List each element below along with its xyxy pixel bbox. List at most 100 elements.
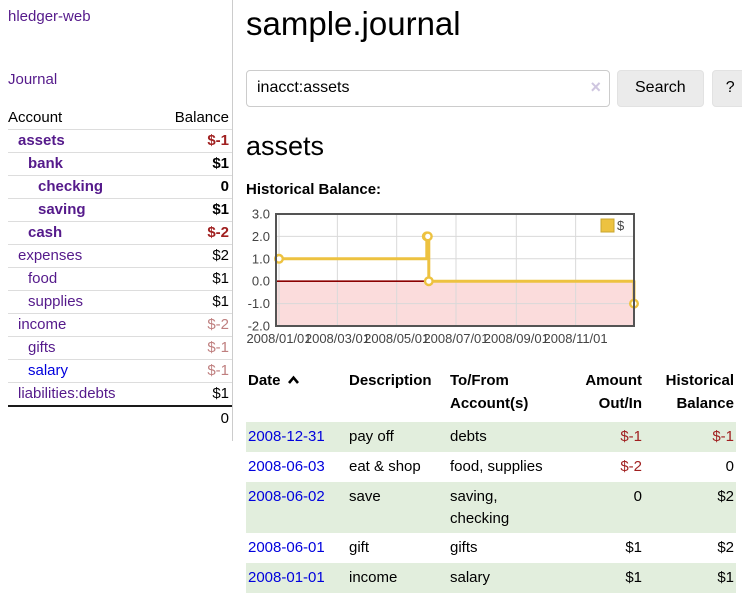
account-row: bank $1: [8, 152, 232, 176]
svg-text:-1.0: -1.0: [248, 296, 270, 311]
sidebar-account-link[interactable]: cash: [28, 224, 63, 241]
sidebar-account-balance: $2: [212, 247, 229, 264]
accounts-total-row: 0: [8, 405, 232, 429]
transaction-accounts: debts: [450, 428, 487, 446]
brand: hledger-web: [8, 8, 232, 25]
transaction-balance: $2: [717, 487, 734, 505]
account-row: assets $-1: [8, 129, 232, 153]
transaction-description: eat & shop: [349, 458, 421, 476]
svg-text:2008/11/01: 2008/11/01: [544, 331, 608, 346]
svg-text:2008/07/01: 2008/07/01: [423, 331, 488, 346]
search-button[interactable]: Search: [617, 69, 704, 107]
transaction-row: 2008-01-01 income salary $1 $1: [246, 563, 736, 593]
transaction-date-link[interactable]: 2008-06-02: [248, 487, 325, 505]
transaction-amount: $-2: [620, 458, 642, 476]
register-header-balance: Historical Balance: [665, 371, 734, 413]
register-header-description: Description: [349, 371, 432, 389]
svg-text:1.0: 1.0: [252, 251, 270, 266]
account-row: saving $1: [8, 198, 232, 222]
sidebar-account-balance: $1: [212, 270, 229, 287]
sidebar-account-balance: $1: [212, 385, 229, 402]
sidebar-item-journal[interactable]: Journal: [8, 71, 58, 88]
sidebar-account-link[interactable]: liabilities:debts: [18, 385, 116, 402]
sidebar-account-balance: $-1: [207, 362, 229, 379]
transaction-date-link[interactable]: 2008-06-01: [248, 539, 325, 557]
register-header-row: Date Description To/From Account(s) Amou…: [246, 367, 736, 423]
account-row: income $-2: [8, 313, 232, 337]
svg-text:2.0: 2.0: [252, 229, 270, 244]
clear-search-icon[interactable]: ×: [590, 76, 601, 97]
transaction-balance: 0: [725, 458, 734, 476]
svg-text:-2.0: -2.0: [248, 318, 270, 333]
sidebar-account-link[interactable]: salary: [28, 362, 69, 379]
sidebar-account-balance: $1: [212, 293, 229, 310]
transaction-balance: $1: [717, 569, 734, 587]
sidebar-account-balance: $-1: [207, 339, 229, 356]
account-row: expenses $2: [8, 244, 232, 268]
account-row: cash $-2: [8, 221, 232, 245]
sidebar-account-link[interactable]: assets: [18, 132, 65, 149]
page-title: sample.journal: [246, 5, 461, 42]
accounts-total-value: 0: [154, 405, 232, 429]
brand-link[interactable]: hledger-web: [8, 8, 91, 25]
svg-text:2008/05/01: 2008/05/01: [364, 331, 429, 346]
svg-text:2008/01/01: 2008/01/01: [246, 331, 311, 346]
transaction-balance: $2: [717, 539, 734, 557]
transaction-amount: $1: [625, 539, 642, 557]
svg-text:2008/09/01: 2008/09/01: [484, 331, 549, 346]
search-help-button[interactable]: ?: [711, 69, 742, 107]
search-input[interactable]: [246, 69, 610, 107]
sidebar-account-balance: $-2: [207, 224, 229, 241]
transaction-row: 2008-06-01 gift gifts $1 $2: [246, 533, 736, 563]
transaction-description: gift: [349, 539, 370, 557]
svg-text:3.0: 3.0: [252, 208, 270, 222]
transaction-description: income: [349, 569, 398, 587]
transaction-accounts: salary: [450, 569, 491, 587]
transaction-amount: 0: [633, 487, 642, 505]
account-row: food $1: [8, 267, 232, 291]
register-header-date-label: Date: [248, 371, 281, 389]
sidebar-account-link[interactable]: income: [18, 316, 67, 333]
sidebar-account-balance: $1: [212, 201, 229, 218]
balance-column-header: Balance: [154, 107, 232, 130]
transaction-accounts: saving, checking: [450, 487, 510, 527]
account-row: liabilities:debts $1: [8, 383, 232, 407]
transaction-date-link[interactable]: 2008-06-03: [248, 458, 325, 476]
sidebar-account-balance: $1: [212, 155, 229, 172]
account-row: supplies $1: [8, 290, 232, 314]
sidebar: hledger-web Journal Account Balance asse…: [0, 0, 233, 441]
account-heading: assets: [246, 130, 325, 161]
sidebar-account-link[interactable]: expenses: [18, 247, 83, 264]
transaction-date-link[interactable]: 2008-01-01: [248, 569, 325, 587]
transaction-description: save: [349, 487, 381, 505]
sidebar-account-balance: $-1: [207, 132, 229, 149]
sidebar-nav: Journal: [8, 71, 232, 88]
search-form: × Search ?: [246, 69, 742, 107]
register-header-accounts: To/From Account(s): [450, 371, 529, 413]
sidebar-account-link[interactable]: saving: [38, 201, 86, 218]
accounts-header-row: Account Balance: [8, 107, 232, 130]
register-table: Date Description To/From Account(s) Amou…: [246, 367, 736, 593]
transaction-date-link[interactable]: 2008-12-31: [248, 428, 325, 446]
transaction-description: pay off: [349, 428, 394, 446]
svg-text:0.0: 0.0: [252, 274, 270, 289]
transaction-balance: $-1: [712, 428, 734, 446]
account-row: gifts $-1: [8, 336, 232, 360]
sidebar-account-link[interactable]: bank: [28, 155, 64, 172]
sidebar-account-balance: $-2: [207, 316, 229, 333]
svg-text:2008/03/01: 2008/03/01: [305, 331, 370, 346]
account-column-header: Account: [8, 107, 155, 130]
sidebar-account-link[interactable]: food: [28, 270, 58, 287]
sidebar-account-link[interactable]: gifts: [28, 339, 56, 356]
transaction-amount: $1: [625, 569, 642, 587]
transaction-row: 2008-12-31 pay off debts $-1 $-1: [246, 422, 736, 453]
sidebar-account-balance: 0: [220, 178, 229, 195]
sidebar-account-link[interactable]: checking: [38, 178, 104, 195]
sidebar-account-link[interactable]: supplies: [28, 293, 84, 310]
transaction-accounts: food, supplies: [450, 458, 543, 476]
account-row: checking 0: [8, 175, 232, 199]
register-header-date[interactable]: Date: [246, 367, 347, 423]
register-header-amount: Amount Out/In: [585, 371, 642, 413]
account-row: salary $-1: [8, 359, 232, 383]
